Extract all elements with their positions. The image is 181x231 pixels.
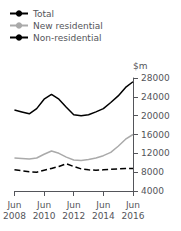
svg-text:2008: 2008: [3, 211, 26, 221]
svg-text:Jun: Jun: [6, 200, 21, 210]
svg-text:Jun: Jun: [66, 200, 81, 210]
svg-text:24000: 24000: [141, 92, 170, 102]
svg-text:Non-residential: Non-residential: [33, 33, 101, 43]
svg-text:$m: $m: [133, 61, 148, 71]
svg-text:2016: 2016: [122, 211, 145, 221]
svg-text:12000: 12000: [141, 148, 170, 158]
svg-text:New residential: New residential: [33, 21, 103, 31]
svg-text:2010: 2010: [33, 211, 56, 221]
svg-text:Total: Total: [32, 9, 54, 19]
svg-text:16000: 16000: [141, 130, 170, 140]
svg-text:8000: 8000: [141, 167, 164, 177]
svg-text:Jun: Jun: [95, 200, 110, 210]
svg-text:2012: 2012: [62, 211, 85, 221]
svg-text:28000: 28000: [141, 73, 170, 83]
svg-text:20000: 20000: [141, 111, 170, 121]
svg-text:2014: 2014: [92, 211, 115, 221]
svg-text:Jun: Jun: [36, 200, 51, 210]
svg-text:4000: 4000: [141, 186, 164, 196]
svg-text:Jun: Jun: [125, 200, 140, 210]
